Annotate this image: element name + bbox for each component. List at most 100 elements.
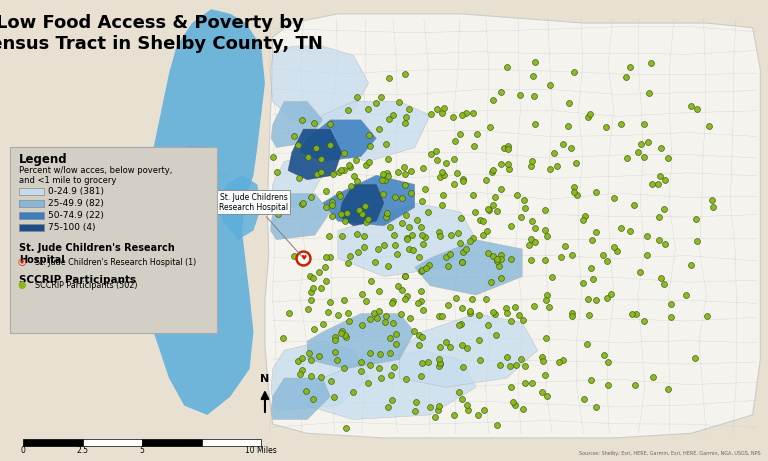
Point: [406, 167, 418, 174]
Point: [624, 227, 637, 235]
Point: [396, 219, 409, 226]
Point: [435, 201, 448, 209]
Point: [455, 341, 468, 349]
Point: [587, 275, 599, 283]
Point: [408, 327, 420, 335]
Point: [392, 168, 405, 176]
Point: [492, 207, 504, 215]
Point: [487, 308, 499, 315]
Point: [432, 106, 444, 113]
Point: [323, 232, 335, 240]
Point: [508, 303, 521, 311]
Point: [482, 322, 494, 329]
Point: [548, 149, 560, 156]
Point: [478, 407, 491, 414]
Point: [399, 272, 411, 280]
Point: [628, 201, 641, 208]
Point: [495, 256, 507, 263]
Point: [401, 236, 413, 243]
Point: [415, 297, 427, 305]
Point: [495, 251, 507, 258]
Text: St. Jude Children's Research
Hospital: St. Jude Children's Research Hospital: [19, 243, 175, 265]
Point: [495, 160, 507, 167]
Point: [335, 166, 347, 173]
Point: [419, 185, 431, 193]
Point: [433, 402, 445, 409]
Point: [363, 316, 376, 323]
Point: [385, 372, 397, 379]
Point: [467, 110, 479, 117]
Polygon shape: [271, 341, 369, 410]
Point: [338, 364, 350, 372]
Point: [482, 205, 494, 213]
Point: [356, 291, 368, 298]
Point: [412, 341, 425, 349]
Point: [690, 355, 702, 362]
Point: [690, 105, 703, 112]
Point: [387, 112, 399, 119]
Point: [417, 164, 429, 171]
Text: St. Jude Children's Research Hospital (1): St. Jude Children's Research Hospital (1…: [35, 258, 196, 267]
Point: [300, 388, 312, 395]
Point: [374, 351, 386, 358]
Point: [287, 252, 300, 260]
Point: [396, 195, 408, 202]
Point: [487, 97, 499, 104]
Point: [392, 98, 405, 105]
Text: 0-24.9 (381): 0-24.9 (381): [48, 187, 104, 196]
Point: [515, 213, 528, 220]
Point: [487, 166, 499, 174]
Point: [658, 280, 670, 288]
Point: [364, 361, 376, 368]
Point: [399, 375, 412, 383]
Text: Clarksdale: Clarksdale: [279, 90, 313, 95]
Point: [306, 284, 319, 292]
Point: [505, 222, 517, 230]
Point: [326, 171, 339, 178]
Point: [519, 204, 531, 212]
Point: [474, 356, 486, 364]
Point: [585, 264, 598, 271]
Point: [495, 275, 508, 282]
Point: [519, 362, 531, 369]
Point: [351, 177, 363, 185]
Point: [480, 176, 492, 183]
Point: [641, 252, 653, 259]
Point: [553, 358, 565, 366]
Point: [387, 297, 399, 304]
Point: [638, 317, 650, 325]
Point: [566, 309, 578, 316]
Point: [336, 210, 348, 218]
Text: 0: 0: [21, 446, 25, 455]
Point: [502, 146, 515, 153]
Point: [371, 314, 383, 322]
Text: Percent w/low acces, below poverty,
and <1 mile to grocery: Percent w/low acces, below poverty, and …: [19, 166, 173, 185]
Point: [471, 130, 483, 137]
Point: [464, 309, 476, 317]
Text: Legend: Legend: [19, 153, 68, 166]
Point: [390, 330, 402, 337]
Point: [376, 190, 389, 197]
Point: [305, 356, 317, 363]
Polygon shape: [323, 175, 415, 226]
Point: [362, 379, 374, 387]
Point: [342, 309, 354, 317]
Point: [370, 100, 382, 107]
Point: [607, 243, 620, 250]
Point: [495, 88, 507, 95]
Point: [684, 102, 697, 110]
Polygon shape: [338, 203, 476, 277]
Point: [400, 113, 412, 121]
Point: [449, 295, 462, 302]
Point: [455, 111, 468, 118]
Point: [416, 266, 429, 274]
Point: [389, 340, 402, 348]
Polygon shape: [271, 157, 323, 212]
Point: [372, 287, 385, 295]
Point: [568, 68, 580, 75]
Point: [415, 372, 427, 379]
Point: [626, 310, 638, 318]
Point: [473, 336, 485, 343]
Text: Southaven: Southaven: [408, 426, 437, 431]
Point: [555, 253, 568, 260]
